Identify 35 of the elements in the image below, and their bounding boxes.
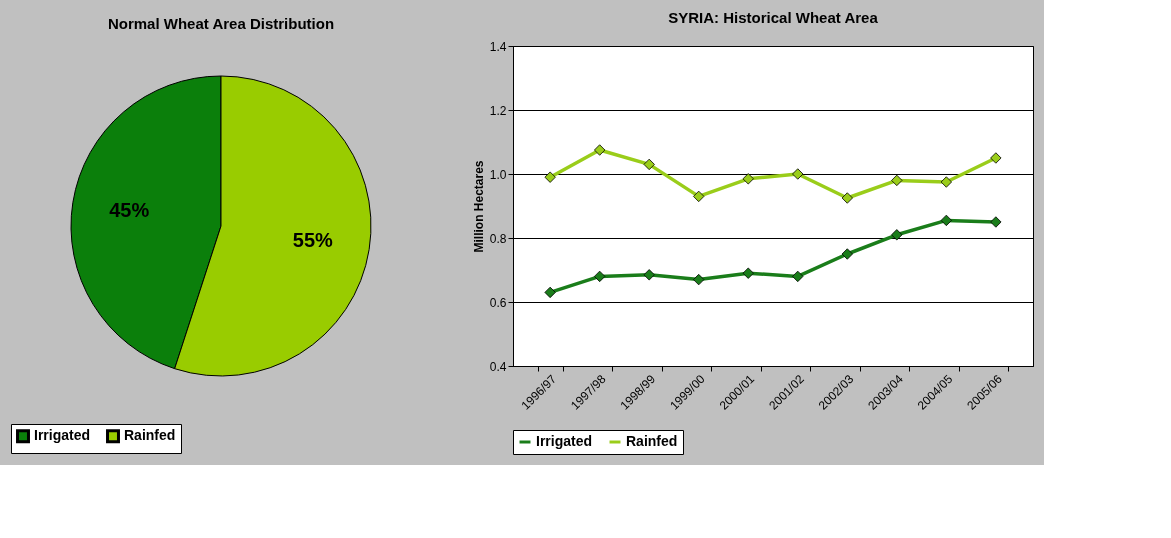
point [792, 270, 804, 283]
point [841, 248, 853, 260]
point [891, 229, 903, 241]
y-tick-label: 1.0 [489, 167, 507, 182]
y-tick-label: 0.4 [489, 359, 507, 374]
point [841, 192, 853, 204]
legend-label: Rainfed [124, 427, 176, 444]
point [594, 270, 606, 283]
legend-label: Rainfed [626, 433, 678, 449]
data-label: 55% [292, 228, 334, 251]
y-tick-label: 1.2 [489, 103, 507, 118]
point [742, 173, 754, 185]
point [940, 214, 952, 227]
y-axis-title: Million Hectares [471, 160, 486, 253]
y-tick-label: 0.8 [489, 231, 507, 246]
point [594, 144, 606, 156]
point [643, 158, 655, 171]
chart-title: Normal Wheat Area Distribution [107, 15, 335, 32]
point [693, 190, 705, 203]
legend-label: Irrigated [34, 427, 91, 444]
point [693, 273, 705, 286]
y-tick-label: 0.6 [489, 295, 507, 310]
point [990, 152, 1002, 164]
data-label: 45% [109, 199, 150, 222]
point [742, 267, 754, 279]
legend-label: Irrigated [536, 433, 593, 449]
point [990, 216, 1002, 228]
point [792, 168, 804, 180]
y-tick-label: 1.4 [489, 39, 507, 54]
point [544, 286, 556, 299]
point [544, 171, 556, 183]
point [940, 176, 952, 188]
point [891, 174, 903, 187]
point [643, 269, 655, 281]
chart-title: SYRIA: Historical Wheat Area [668, 9, 879, 26]
